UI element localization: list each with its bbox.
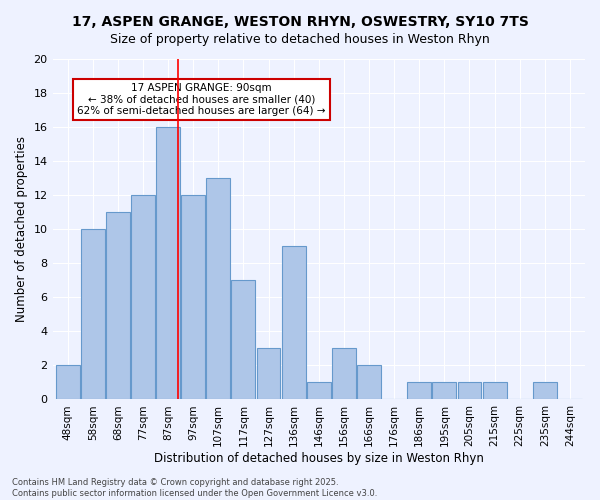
Bar	[106, 212, 130, 400]
X-axis label: Distribution of detached houses by size in Weston Rhyn: Distribution of detached houses by size …	[154, 452, 484, 465]
Bar	[433, 382, 456, 400]
Bar	[56, 366, 80, 400]
Text: Contains HM Land Registry data © Crown copyright and database right 2025.
Contai: Contains HM Land Registry data © Crown c…	[12, 478, 377, 498]
Bar	[257, 348, 280, 400]
Bar	[81, 229, 104, 400]
Bar	[533, 382, 557, 400]
Bar	[232, 280, 256, 400]
Bar	[482, 382, 506, 400]
Bar	[458, 382, 481, 400]
Bar	[307, 382, 331, 400]
Bar	[156, 127, 180, 400]
Text: 17 ASPEN GRANGE: 90sqm
← 38% of detached houses are smaller (40)
62% of semi-det: 17 ASPEN GRANGE: 90sqm ← 38% of detached…	[77, 83, 326, 116]
Bar	[357, 366, 381, 400]
Bar	[332, 348, 356, 400]
Bar	[206, 178, 230, 400]
Bar	[407, 382, 431, 400]
Text: Size of property relative to detached houses in Weston Rhyn: Size of property relative to detached ho…	[110, 32, 490, 46]
Bar	[131, 195, 155, 400]
Text: 17, ASPEN GRANGE, WESTON RHYN, OSWESTRY, SY10 7TS: 17, ASPEN GRANGE, WESTON RHYN, OSWESTRY,…	[71, 15, 529, 29]
Y-axis label: Number of detached properties: Number of detached properties	[15, 136, 28, 322]
Bar	[181, 195, 205, 400]
Bar	[282, 246, 305, 400]
